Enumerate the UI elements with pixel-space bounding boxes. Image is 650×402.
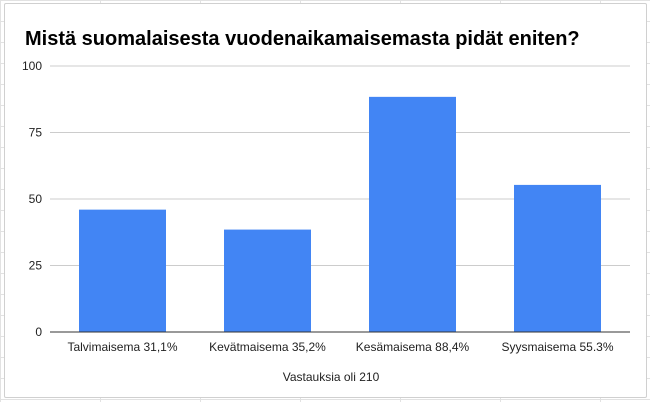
x-tick-label: Kesämaisema 88,4% (356, 340, 470, 354)
bars (79, 96, 601, 332)
chart-title: Mistä suomalaisesta vuodenaikamaisemasta… (25, 28, 580, 50)
bar[interactable] (369, 96, 456, 332)
chart-container[interactable]: Mistä suomalaisesta vuodenaikamaisemasta… (4, 3, 647, 398)
x-tick-label: Kevätmaisema 35,2% (209, 340, 326, 354)
bar[interactable] (79, 209, 166, 332)
x-axis-title: Vastauksia oli 210 (283, 370, 380, 384)
y-tick-label: 0 (35, 325, 42, 339)
x-tick-label: Syysmaisema 55.3% (501, 340, 613, 354)
bar[interactable] (224, 229, 311, 332)
y-tick-label: 25 (29, 259, 43, 273)
y-tick-label: 50 (29, 192, 43, 206)
axes: 0 25 50 75 100 Talvimaisema 31,1% Kevätmaisema… (22, 59, 630, 354)
x-tick-label: Talvimaisema 31,1% (67, 340, 177, 354)
y-tick-label: 75 (29, 126, 43, 140)
bar[interactable] (514, 184, 601, 332)
y-tick-label: 100 (22, 59, 42, 73)
bar-chart-plot: 0 25 50 75 100 Talvimaisema 31,1% Kevätmaisema… (22, 59, 630, 384)
